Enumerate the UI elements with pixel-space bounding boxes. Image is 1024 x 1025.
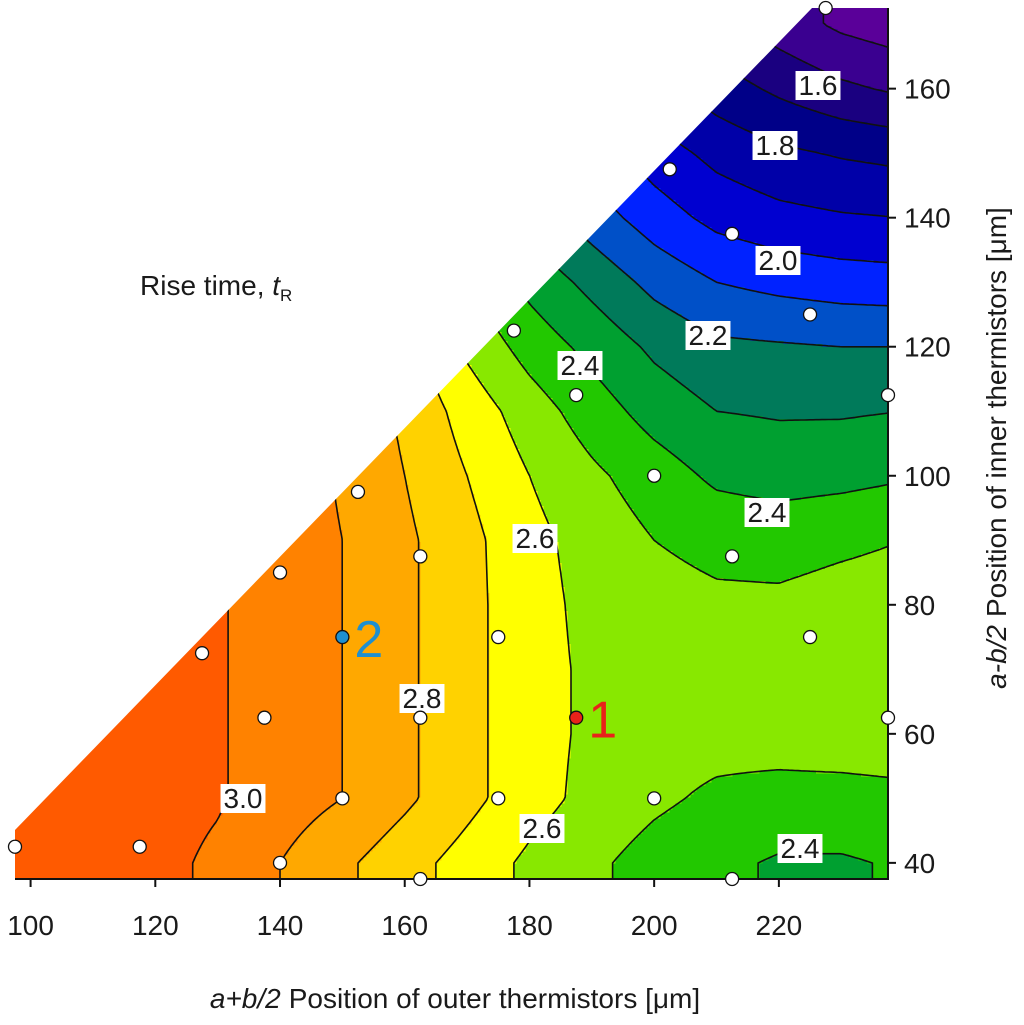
- sample-point: [272, 565, 288, 580]
- x-tick-label: 160: [381, 910, 428, 941]
- overlay: 1.61.8 2.0 2.2 2.4 2.4 2.6 2.8 3.0 2.6 2.4 100 120 1…: [7, 0, 951, 941]
- sample-point: [647, 791, 662, 806]
- contour-label: 2.6: [516, 523, 555, 554]
- sample-point: [335, 791, 350, 806]
- sample-point: [724, 549, 740, 564]
- x-axis-label: Position of outer thermistors [μm]: [289, 983, 700, 1014]
- y-tick-label: 40: [904, 848, 935, 879]
- x-axis-var: a+b/2: [210, 983, 281, 1014]
- contour-label: 3.0: [224, 783, 263, 814]
- sample-point: [491, 629, 506, 645]
- contour-label: 2.2: [689, 320, 728, 351]
- sample-point: [506, 323, 522, 338]
- annotation: Rise time, tR: [140, 270, 292, 305]
- sample-point: [569, 387, 584, 403]
- contour-band: [384, 8, 888, 879]
- highlight-point: [335, 629, 350, 645]
- contour-label-box: [777, 834, 823, 863]
- sample-point: [194, 646, 210, 661]
- contour-label-box: [399, 684, 445, 713]
- contour-band: [822, 8, 888, 48]
- annotation-text: Rise time,: [140, 270, 272, 301]
- y-tick-label: 140: [904, 203, 951, 234]
- contour-label-box: [755, 246, 801, 275]
- annotation-sub: R: [280, 286, 292, 305]
- y-tick-label: 120: [904, 332, 951, 363]
- y-tick-label: 60: [904, 719, 935, 750]
- contour-label: 2.4: [748, 497, 787, 528]
- y-tick-label: 80: [904, 590, 935, 621]
- sample-point: [802, 629, 818, 645]
- contour-label: 1.6: [799, 70, 838, 101]
- sample-point: [724, 871, 740, 887]
- sample-point: [132, 839, 147, 854]
- x-tick-label: 120: [132, 910, 179, 941]
- sample-point: [818, 0, 833, 16]
- sample-point: [724, 226, 740, 241]
- contour-label-box: [519, 814, 565, 843]
- contour-label-box: [512, 524, 558, 553]
- sample-point: [880, 710, 896, 725]
- contour-label: 2.4: [561, 350, 600, 381]
- y-tick-label: 100: [904, 461, 951, 492]
- contour-band: [15, 8, 229, 879]
- sample-point: [7, 839, 23, 854]
- sample-point: [413, 549, 428, 564]
- sample-point: [880, 387, 896, 403]
- sample-point: [491, 791, 506, 806]
- x-tick-label: 220: [756, 910, 803, 941]
- contour-label-box: [685, 321, 731, 350]
- highlight-label: 1: [588, 692, 617, 750]
- sample-point: [350, 484, 366, 500]
- sample-point: [662, 162, 677, 177]
- contour-label-box: [557, 351, 603, 380]
- annotation-var: t: [272, 270, 281, 301]
- contour-label-box: [220, 784, 266, 813]
- contour-label: 2.4: [781, 833, 820, 864]
- sample-point: [647, 468, 662, 483]
- contour-label: 2.6: [523, 813, 562, 844]
- contour-label: 2.8: [403, 683, 442, 714]
- y-tick-label: 160: [904, 74, 951, 105]
- sample-point: [272, 855, 288, 871]
- x-tick-label: 200: [631, 910, 678, 941]
- x-tick-label: 100: [7, 910, 54, 941]
- contour-band: [363, 8, 888, 879]
- x-tick-label: 180: [506, 910, 553, 941]
- y-axis-var: a-b/2: [981, 625, 1012, 689]
- sample-point: [802, 307, 818, 322]
- contour-label-box: [744, 498, 790, 527]
- contour-label: 2.0: [759, 245, 798, 276]
- x-tick-label: 140: [257, 910, 304, 941]
- sample-point: [257, 710, 272, 725]
- y-axis-label: Position of inner thermistors [μm]: [981, 207, 1012, 617]
- contour-label: 1.8: [756, 130, 795, 161]
- sample-point: [413, 710, 428, 725]
- sample-point: [413, 871, 428, 887]
- y-axis-title: a-b/2 Position of inner thermistors [μm]: [981, 207, 1012, 689]
- contour-band: [405, 8, 888, 879]
- highlight-label: 2: [354, 611, 383, 669]
- highlight-point: [569, 710, 584, 725]
- x-axis-title: a+b/2 Position of outer thermistors [μm]: [210, 983, 700, 1014]
- contour-label-box: [752, 131, 798, 160]
- contour-label-box: [795, 71, 841, 100]
